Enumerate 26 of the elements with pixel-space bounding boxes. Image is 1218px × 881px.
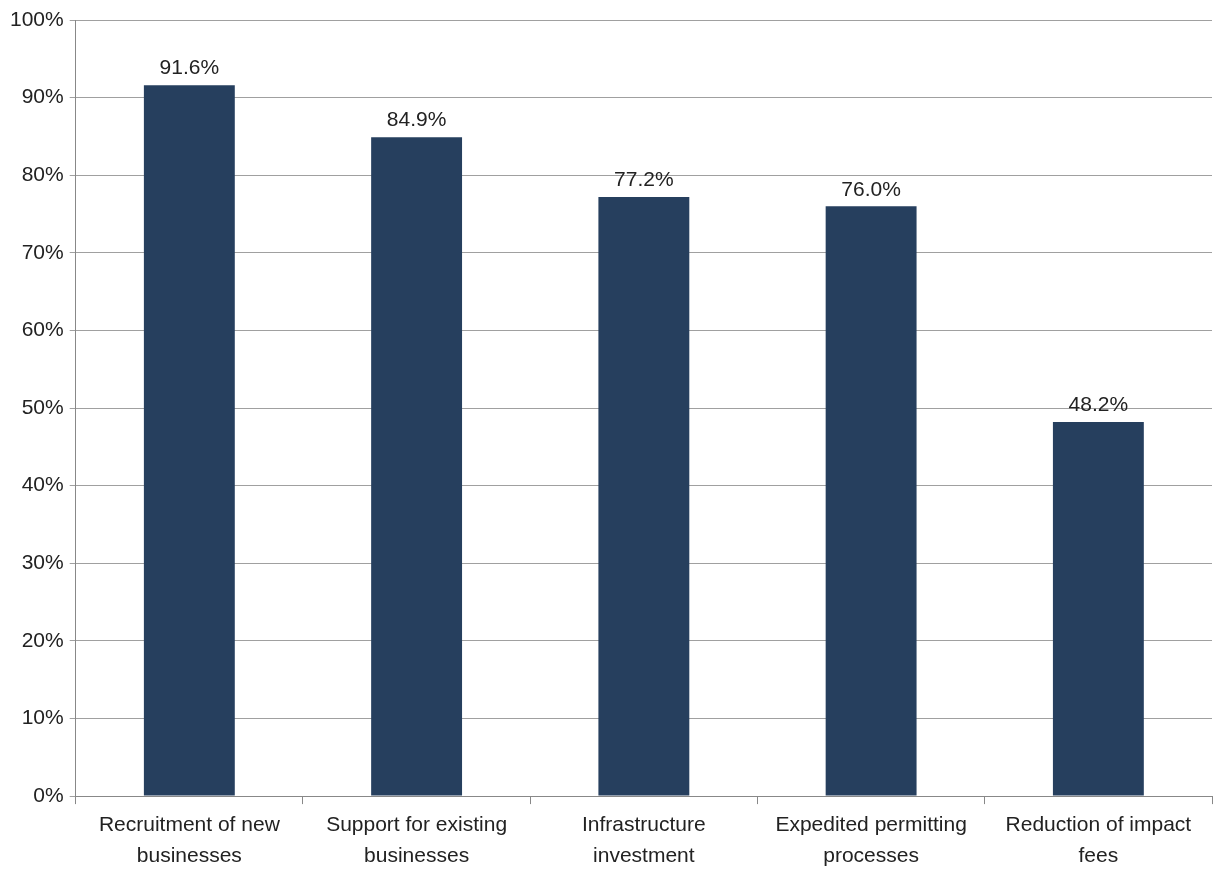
y-tick-label: 30% xyxy=(21,550,64,574)
y-tick-label: 80% xyxy=(21,162,64,186)
y-tick-label: 70% xyxy=(21,239,64,263)
x-tick-label: Recruitment of new businesses xyxy=(98,812,281,866)
bar xyxy=(143,85,235,796)
y-tick-label: 10% xyxy=(21,705,64,729)
bar xyxy=(371,137,463,796)
bar xyxy=(825,206,917,796)
data-label: 76.0% xyxy=(841,176,901,200)
x-tick-label: Expedited permitting processes xyxy=(775,812,967,866)
y-tick-label: 40% xyxy=(21,472,64,496)
x-tick-label: Infrastructure investment xyxy=(582,812,706,866)
data-label: 91.6% xyxy=(159,55,220,79)
bar xyxy=(598,196,690,796)
bar xyxy=(1052,422,1144,796)
data-label: 84.9% xyxy=(386,107,447,131)
y-tick-label: 90% xyxy=(21,84,64,108)
y-tick-label: 0% xyxy=(33,782,64,806)
data-label: 48.2% xyxy=(1068,392,1129,416)
y-tick-label: 50% xyxy=(21,394,64,418)
y-tick-label: 20% xyxy=(21,627,64,651)
y-tick-label: 60% xyxy=(21,317,64,341)
data-label: 77.2% xyxy=(614,167,674,191)
x-tick-label: Reduction of impact fees xyxy=(1005,812,1192,866)
y-tick-label: 100% xyxy=(9,6,64,30)
x-tick-label: Support for existing businesses xyxy=(326,812,508,866)
